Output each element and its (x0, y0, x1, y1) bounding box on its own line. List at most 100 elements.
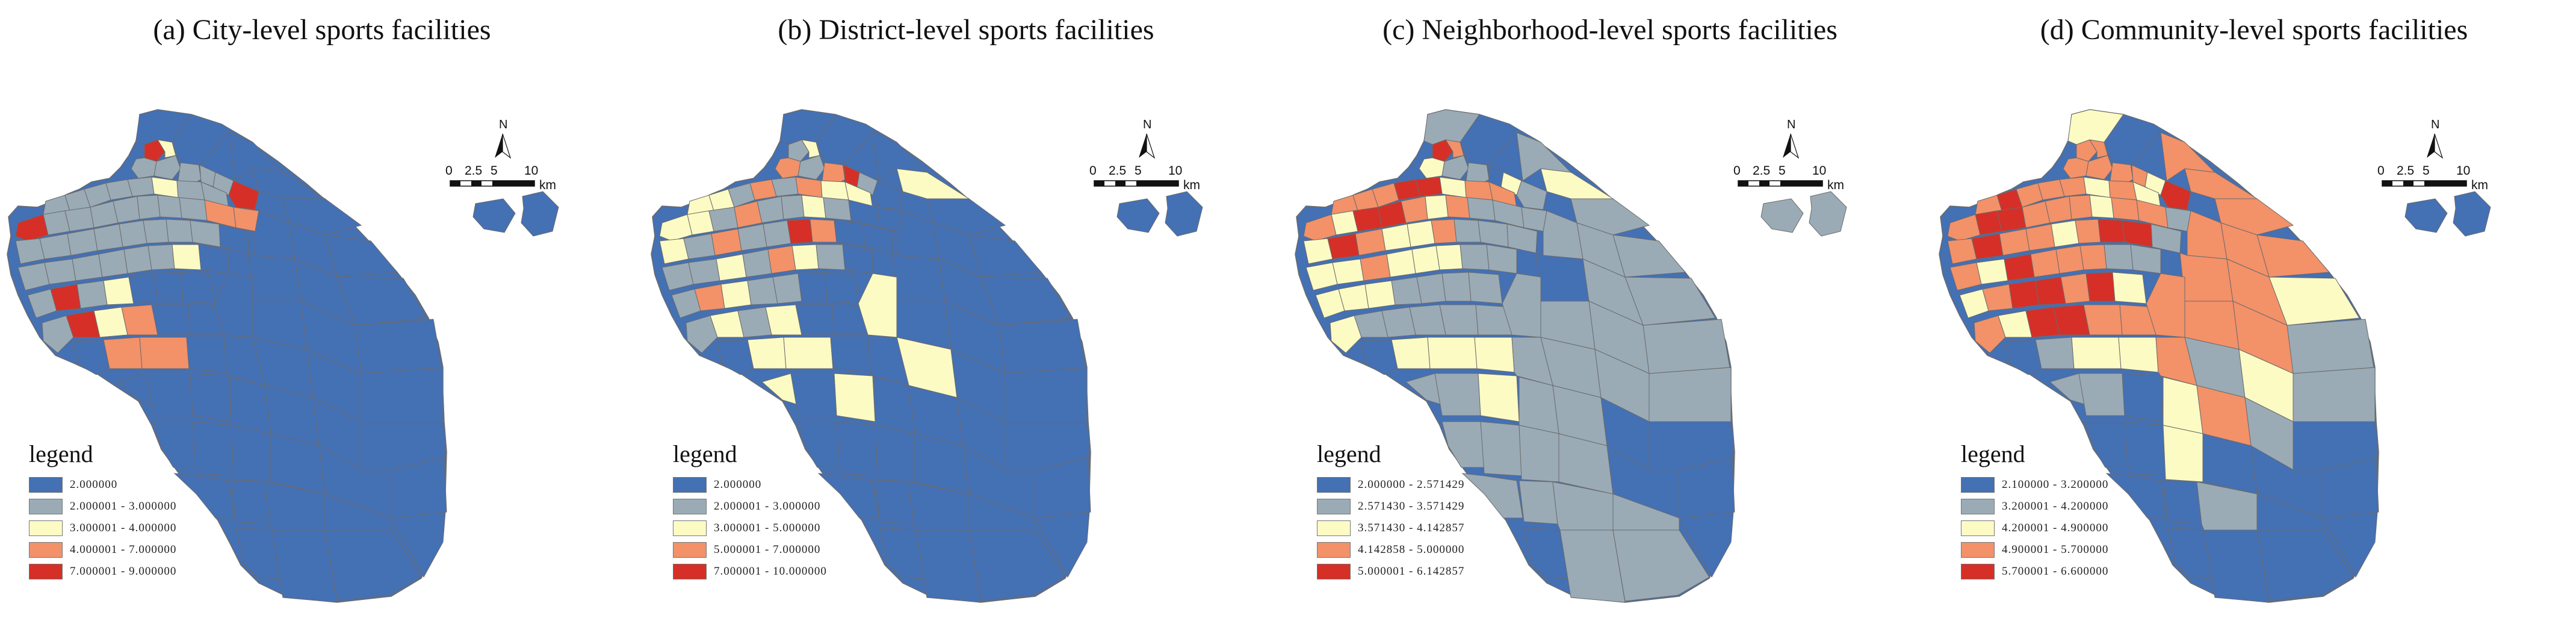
map-region (42, 315, 74, 354)
map-region (179, 197, 208, 221)
panel-c: (c) Neighborhood-level sports facilities… (1288, 0, 1932, 618)
scale-bar-segment (492, 181, 534, 186)
map-region (708, 207, 738, 232)
map-region (1516, 180, 1547, 210)
map-region (817, 473, 879, 519)
map-region (1612, 493, 1680, 531)
panel-b: (b) District-level sports facilities leg… (644, 0, 1288, 618)
legend-label: 2.571430 - 3.571429 (1358, 500, 1465, 513)
legend-label: 3.200001 - 4.200000 (2002, 500, 2109, 513)
map-region (76, 280, 108, 309)
map-region (737, 223, 767, 251)
scale-tick-label: 10 (1168, 164, 1183, 178)
legend-swatch (1961, 564, 1995, 579)
map-region (2083, 304, 2123, 336)
map-region (231, 425, 271, 482)
map-region (1996, 207, 2026, 232)
map-region (2196, 481, 2258, 531)
map-region (842, 244, 873, 274)
map-region (324, 493, 392, 531)
island-region (1760, 198, 1804, 233)
scale-tick-label: 2.5 (465, 164, 483, 178)
map-region (113, 196, 140, 223)
north-arrow-label: N (499, 118, 508, 131)
legend-title: legend (29, 440, 93, 467)
legend-label: 5.000001 - 7.000000 (714, 543, 821, 556)
map-region (1445, 195, 1470, 219)
map-region (2060, 273, 2090, 304)
map-region (1386, 249, 1416, 278)
map-region (2008, 280, 2040, 309)
map-region (1416, 273, 1446, 304)
map-region (711, 228, 742, 256)
map-region (39, 233, 72, 260)
scale-bar-segment (1759, 181, 1769, 186)
north-arrow-label: N (1143, 118, 1152, 131)
island-region (472, 198, 516, 233)
island-region (1809, 191, 1847, 237)
map-region (1464, 180, 1493, 201)
scale-tick-label: 0 (1733, 164, 1741, 178)
map-region (2146, 273, 2185, 338)
coast-gap (1092, 439, 1120, 446)
map-region (119, 220, 147, 248)
legend-item: 2.000000 (29, 474, 176, 496)
legend-item: 3.200001 - 4.200000 (1961, 496, 2108, 517)
legend-item: 5.000001 - 6.142857 (1317, 561, 1464, 582)
map-region (1427, 337, 1478, 369)
map-region (2085, 272, 2116, 302)
island-region (2404, 198, 2448, 233)
legend-label: 3.571430 - 4.142857 (1358, 522, 1465, 534)
map-region (2179, 252, 2234, 302)
legend-swatch (29, 542, 63, 558)
island-region (1116, 198, 1160, 233)
map-region (166, 219, 193, 243)
scale-unit-label: km (1183, 178, 1200, 192)
map-region (747, 276, 778, 305)
island-region (1165, 191, 1203, 237)
north-arrow-label: N (2431, 118, 2440, 131)
legend-label: 2.000000 - 2.571429 (1358, 478, 1465, 491)
legend-swatch (673, 499, 707, 514)
legend-item: 5.700001 - 6.600000 (1961, 561, 2108, 582)
legend-title: legend (1317, 440, 1381, 467)
north-arrow-icon (1790, 133, 1800, 159)
north-arrow-icon (495, 134, 503, 158)
map-region (716, 254, 747, 281)
scale-bar-segment (471, 181, 481, 186)
map-region (1460, 244, 1490, 270)
map-region (1431, 219, 1457, 244)
map-region (180, 272, 215, 304)
map-region (720, 280, 752, 309)
legend-label: 5.700001 - 6.600000 (2002, 565, 2109, 578)
map-region (361, 367, 444, 422)
legend-item: 2.000000 - 2.571429 (1317, 474, 1464, 496)
legend-item: 3.571430 - 4.142857 (1317, 517, 1464, 539)
map-region (1441, 272, 1472, 302)
scale-tick-label: 5 (2423, 164, 2430, 178)
map-region (2124, 421, 2166, 476)
legend-swatch (1317, 564, 1351, 579)
map-region (15, 238, 45, 264)
map-region (872, 180, 903, 210)
map-region (791, 244, 819, 270)
map-region (67, 228, 98, 256)
scale-bar-segment (450, 181, 460, 186)
map-region (772, 273, 802, 304)
map-region (1535, 252, 1590, 302)
map-region (2111, 197, 2140, 221)
map-region (127, 176, 155, 197)
panel-title: (c) Neighborhood-level sports facilities (1382, 14, 1838, 46)
map-region (2256, 493, 2324, 531)
coast-gap (1099, 318, 1121, 336)
panel-title: (b) District-level sports facilities (778, 14, 1154, 46)
map-region (318, 445, 392, 519)
coast-gap (2380, 439, 2408, 446)
map-region (820, 180, 849, 201)
map-region (1467, 197, 1496, 221)
map-region (128, 273, 158, 304)
legend-item: 7.000001 - 9.000000 (29, 561, 176, 582)
panel-d: (d) Community-level sports facilities le… (1932, 0, 2576, 618)
legend-item: 7.000001 - 10.000000 (673, 561, 827, 582)
scale-bar-segment (1738, 181, 1748, 186)
